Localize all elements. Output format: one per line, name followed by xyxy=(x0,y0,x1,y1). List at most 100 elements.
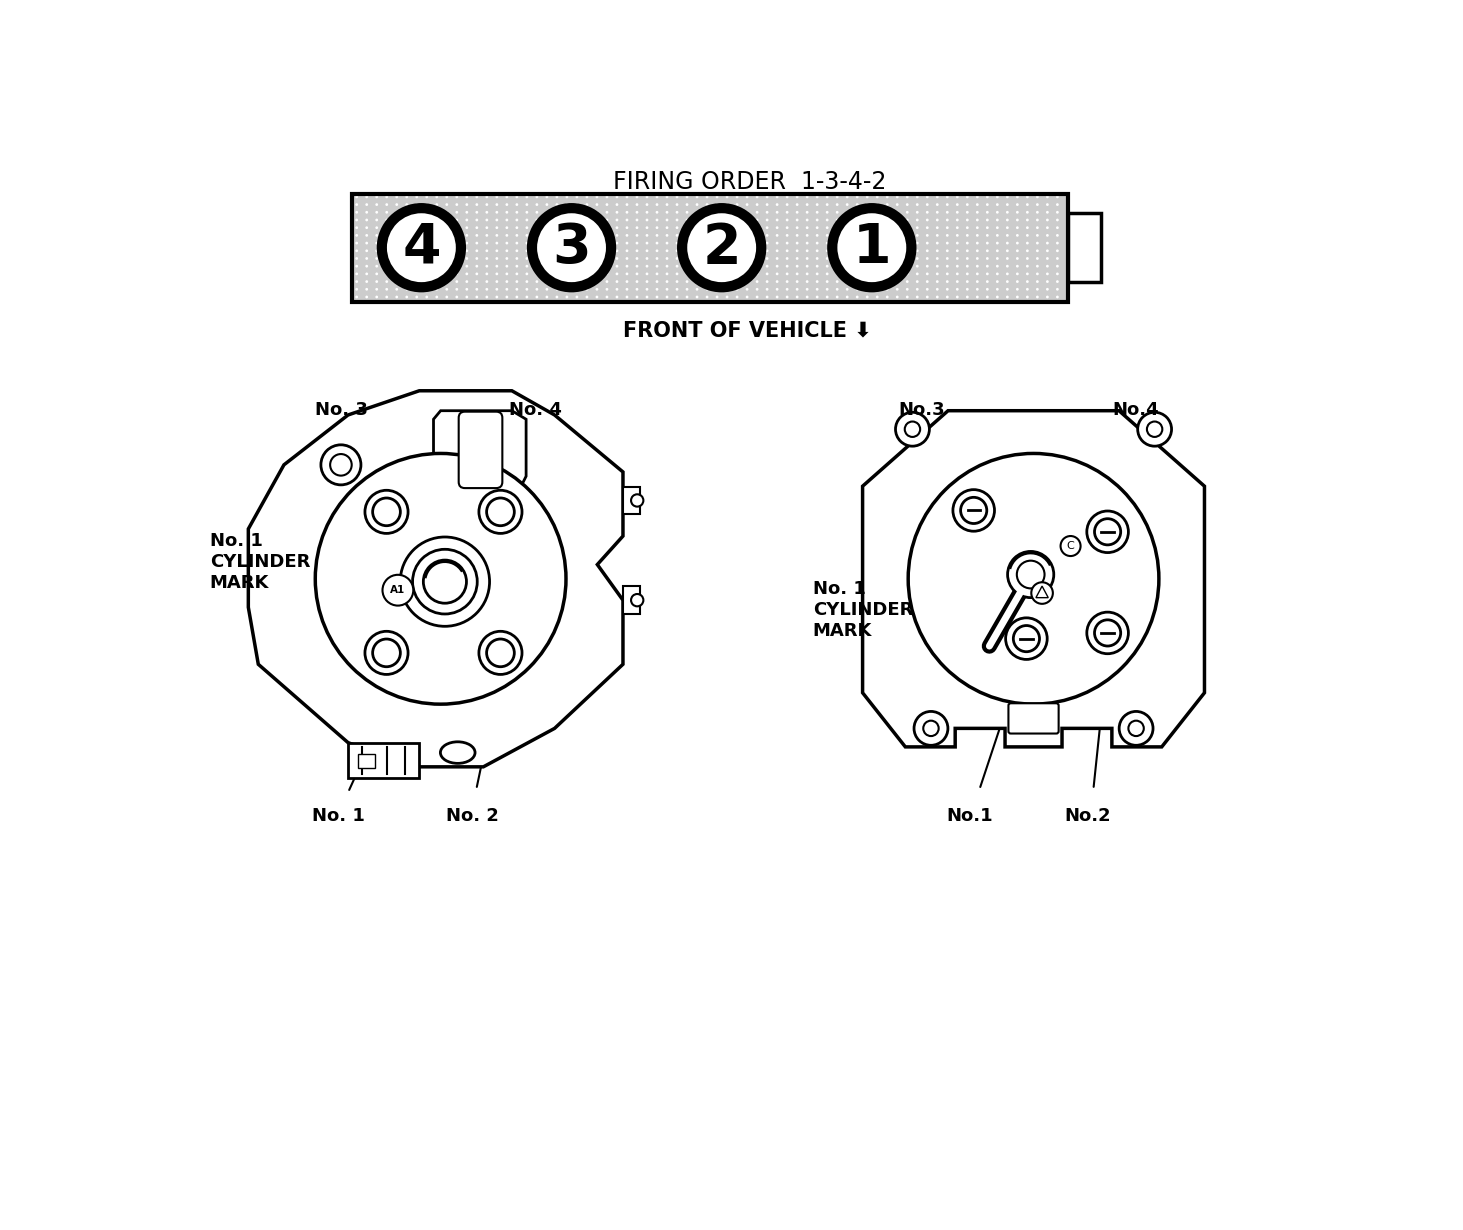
Circle shape xyxy=(595,250,598,252)
Circle shape xyxy=(726,219,729,221)
Circle shape xyxy=(546,226,549,229)
Circle shape xyxy=(786,196,789,198)
Circle shape xyxy=(385,234,388,236)
Circle shape xyxy=(546,210,549,214)
Circle shape xyxy=(775,250,778,252)
Circle shape xyxy=(546,196,549,198)
Text: No. 1
CYLINDER
MARK: No. 1 CYLINDER MARK xyxy=(813,581,913,640)
Circle shape xyxy=(887,250,888,252)
Circle shape xyxy=(1147,422,1162,437)
Circle shape xyxy=(575,257,578,260)
Circle shape xyxy=(966,234,969,236)
Circle shape xyxy=(866,210,869,214)
Circle shape xyxy=(506,196,508,198)
Circle shape xyxy=(736,203,739,205)
Circle shape xyxy=(966,203,969,205)
Circle shape xyxy=(696,257,698,260)
Circle shape xyxy=(366,196,369,198)
Circle shape xyxy=(926,288,929,290)
Circle shape xyxy=(595,210,598,214)
Circle shape xyxy=(947,234,948,236)
Circle shape xyxy=(376,210,377,214)
Circle shape xyxy=(606,196,609,198)
Circle shape xyxy=(796,257,799,260)
Circle shape xyxy=(645,257,648,260)
Circle shape xyxy=(465,203,468,205)
Circle shape xyxy=(856,226,859,229)
Circle shape xyxy=(1015,219,1018,221)
Circle shape xyxy=(595,280,598,283)
Circle shape xyxy=(846,273,849,276)
Circle shape xyxy=(376,250,377,252)
Circle shape xyxy=(816,257,819,260)
Circle shape xyxy=(413,550,477,614)
Circle shape xyxy=(906,273,909,276)
Circle shape xyxy=(736,234,739,236)
Circle shape xyxy=(816,288,819,290)
Circle shape xyxy=(455,241,458,245)
Circle shape xyxy=(566,241,568,245)
Circle shape xyxy=(436,241,439,245)
Circle shape xyxy=(376,234,377,236)
Circle shape xyxy=(955,280,958,283)
Circle shape xyxy=(606,257,609,260)
Circle shape xyxy=(455,226,458,229)
Circle shape xyxy=(806,264,809,268)
Circle shape xyxy=(916,295,919,299)
Circle shape xyxy=(645,226,648,229)
Circle shape xyxy=(405,250,408,252)
Circle shape xyxy=(846,257,849,260)
Circle shape xyxy=(856,280,859,283)
Circle shape xyxy=(666,241,669,245)
Circle shape xyxy=(1026,203,1028,205)
Circle shape xyxy=(996,264,999,268)
Circle shape xyxy=(765,295,768,299)
Circle shape xyxy=(1036,219,1039,221)
Circle shape xyxy=(887,241,888,245)
Circle shape xyxy=(585,210,588,214)
Circle shape xyxy=(506,203,508,205)
Circle shape xyxy=(415,288,418,290)
Circle shape xyxy=(1007,250,1009,252)
Circle shape xyxy=(715,203,718,205)
Circle shape xyxy=(575,219,578,221)
Circle shape xyxy=(1015,241,1018,245)
Circle shape xyxy=(676,203,679,205)
Circle shape xyxy=(909,454,1159,704)
Circle shape xyxy=(816,196,819,198)
Circle shape xyxy=(1036,280,1039,283)
Circle shape xyxy=(426,280,429,283)
Circle shape xyxy=(955,288,958,290)
Circle shape xyxy=(916,210,919,214)
Circle shape xyxy=(696,203,698,205)
Circle shape xyxy=(756,203,758,205)
Circle shape xyxy=(756,196,758,198)
Circle shape xyxy=(426,210,429,214)
Circle shape xyxy=(515,257,518,260)
Circle shape xyxy=(666,219,669,221)
Circle shape xyxy=(856,257,859,260)
Circle shape xyxy=(525,210,528,214)
Circle shape xyxy=(320,445,361,485)
Circle shape xyxy=(356,203,358,205)
Circle shape xyxy=(866,250,869,252)
Circle shape xyxy=(585,226,588,229)
Circle shape xyxy=(606,288,609,290)
Circle shape xyxy=(955,210,958,214)
Circle shape xyxy=(816,234,819,236)
Circle shape xyxy=(475,219,478,221)
Text: No. 3: No. 3 xyxy=(316,401,369,419)
Circle shape xyxy=(525,196,528,198)
Circle shape xyxy=(835,234,838,236)
Circle shape xyxy=(705,234,708,236)
Circle shape xyxy=(546,280,549,283)
Circle shape xyxy=(976,264,979,268)
Circle shape xyxy=(816,295,819,299)
Circle shape xyxy=(1036,288,1039,290)
Circle shape xyxy=(726,234,729,236)
Circle shape xyxy=(475,257,478,260)
Circle shape xyxy=(566,196,568,198)
Circle shape xyxy=(556,280,559,283)
Circle shape xyxy=(976,250,979,252)
Circle shape xyxy=(746,203,749,205)
